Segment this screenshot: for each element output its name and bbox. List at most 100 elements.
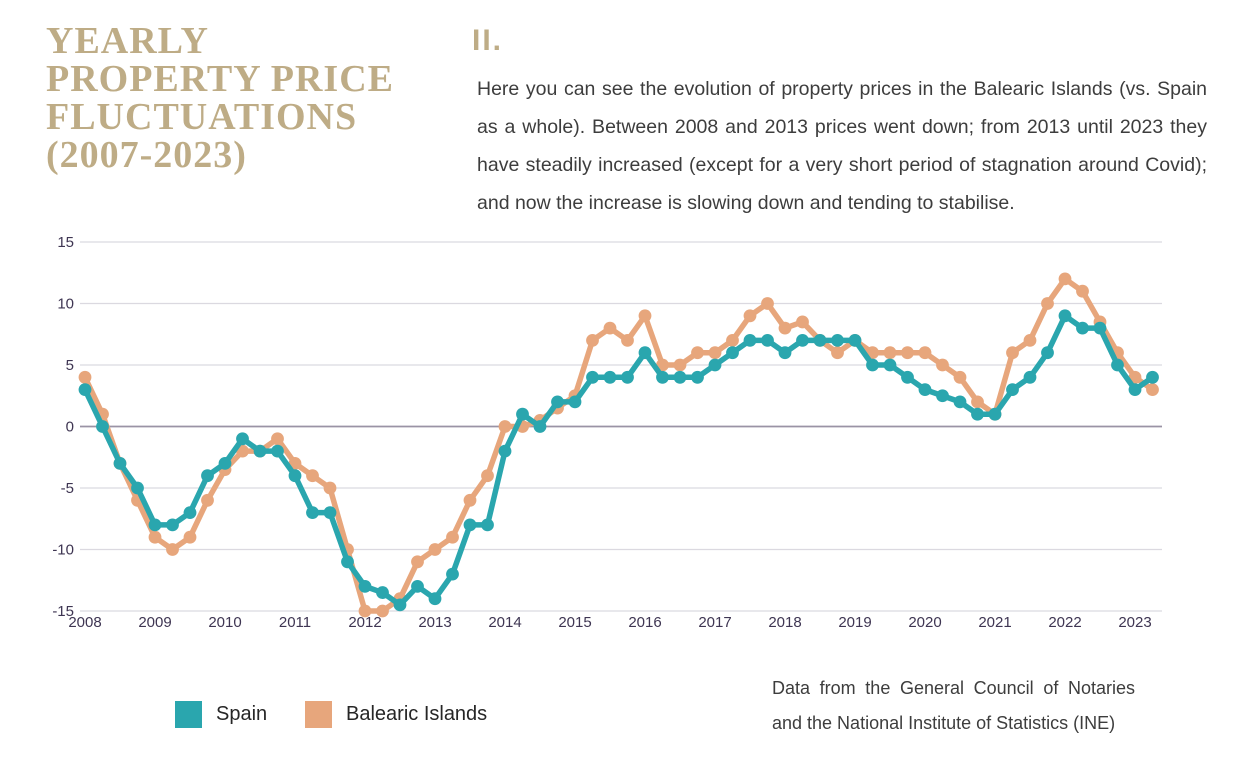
data-point [1006,383,1019,396]
data-point [971,395,984,409]
data-point [1058,272,1072,286]
x-axis-tick-label-2009: 2009 [138,614,171,631]
page-title-line-4: (2007-2023) [46,134,247,176]
data-point [306,469,319,483]
data-point [113,457,127,470]
data-point [1041,297,1054,310]
x-axis-tick-label-2015: 2015 [558,614,591,631]
legend-swatch-spain [175,701,202,728]
data-point [1128,383,1142,396]
data-point [831,334,844,347]
data-point [78,370,92,384]
data-point [1111,358,1124,372]
data-point [953,370,967,384]
data-point [323,481,337,495]
data-point [148,518,162,532]
data-point [1146,383,1159,396]
data-point [183,506,197,519]
x-axis-tick-label-2018: 2018 [768,614,801,631]
data-point [621,370,634,384]
data-point [183,530,197,544]
data-point [166,518,179,532]
data-point [918,346,932,360]
data-point [516,407,529,421]
y-axis-tick-label: 5 [66,357,74,374]
data-point [761,297,774,310]
data-point [866,358,879,372]
data-point [463,493,477,507]
data-point [96,420,109,433]
data-point [848,334,862,347]
data-point [656,370,669,384]
data-point [498,444,512,458]
data-point [411,555,424,569]
data-point [428,543,442,556]
data-point [376,586,389,599]
data-point [796,315,809,329]
data-point [236,432,249,446]
data-point [481,518,494,532]
y-axis-tick-label: -10 [52,542,74,559]
data-point [586,334,599,347]
x-axis-tick-label-2017: 2017 [698,614,731,631]
data-point [166,543,179,556]
x-axis-tick-label-2022: 2022 [1048,614,1081,631]
x-axis-tick-label-2010: 2010 [208,614,241,631]
data-point [1041,346,1054,360]
data-point [586,370,599,384]
data-point [708,358,722,372]
chart-legend: Spain Balearic Islands [0,701,1250,731]
data-point [901,370,914,384]
y-axis-tick-label: 15 [57,234,74,251]
x-axis-tick-label-2020: 2020 [908,614,941,631]
data-point [673,358,687,372]
data-point [621,334,634,347]
x-axis-tick-label-2012: 2012 [348,614,381,631]
legend-label-balearic: Balearic Islands [346,703,488,725]
data-point [148,530,162,544]
legend-swatch-balearic [305,701,332,728]
data-point [1146,370,1159,384]
x-axis-tick-label-2019: 2019 [838,614,871,631]
page-title-line-3: FLUCTUATIONS [46,96,358,138]
data-point [1006,346,1019,360]
x-axis-tick-label-2008: 2008 [68,614,101,631]
data-point [323,506,337,519]
data-point [551,395,564,409]
y-axis-tick-label: 0 [66,419,74,436]
data-point [218,457,232,470]
series-line-balearic-islands [82,276,1156,614]
data-point [691,346,704,360]
data-point [498,420,512,433]
x-axis-tick-label-2014: 2014 [488,614,521,631]
data-point [1058,309,1072,323]
data-point [918,383,932,396]
page-title-line-1: YEARLY [46,20,209,62]
legend-label-spain: Spain [216,703,268,725]
data-point [271,444,284,458]
x-axis-tick-label-2013: 2013 [418,614,451,631]
y-axis-tick-label: 10 [57,296,74,313]
data-point [358,604,372,618]
legend-item-balearic: Balearic Islands [305,701,487,728]
data-point [201,493,214,507]
data-point [78,383,92,396]
data-point [411,580,424,593]
data-point [1076,284,1089,298]
page-title: YEARLY PROPERTY PRICE FLUCTUATIONS (2007… [46,22,466,174]
data-point [883,358,897,372]
data-point [603,370,617,384]
data-point [743,334,757,347]
data-point [376,604,389,618]
data-point [568,395,582,409]
data-point [743,309,757,323]
data-point [306,506,319,519]
data-point [446,530,459,544]
data-point [971,407,984,421]
data-point [1093,321,1107,335]
data-point [341,555,354,569]
y-axis-tick-label: -5 [61,480,74,497]
data-point [446,567,459,581]
data-point [638,346,652,360]
